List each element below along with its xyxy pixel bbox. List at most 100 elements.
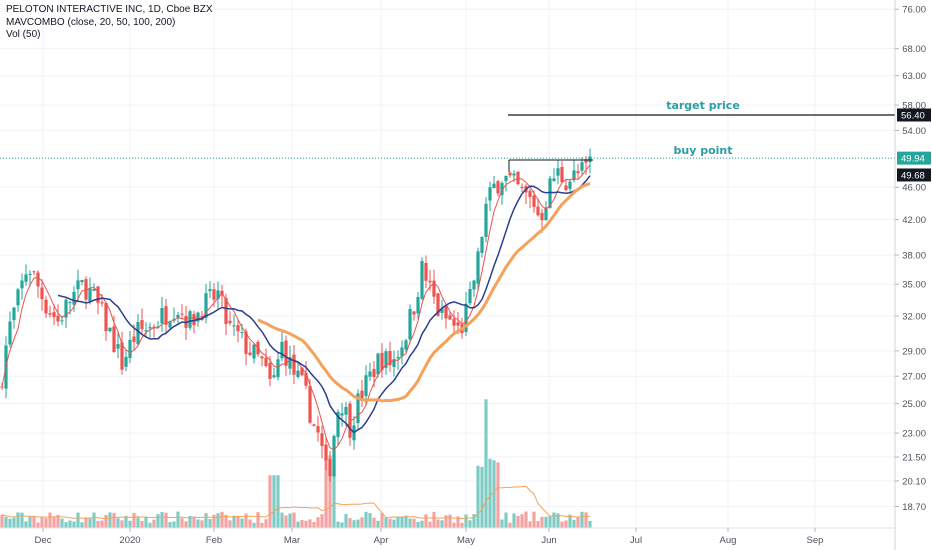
volume-bar	[272, 475, 276, 528]
volume-bar	[144, 516, 148, 528]
legend-volume[interactable]: Vol (50)	[6, 29, 41, 40]
candle-body	[344, 407, 348, 415]
candle-body	[288, 357, 292, 369]
volume-bar	[216, 513, 220, 528]
volume-bar	[12, 517, 16, 528]
legend-indicator[interactable]: MAVCOMBO (close, 20, 50, 100, 200)	[6, 16, 176, 28]
candle-body	[296, 370, 300, 378]
candle-body	[232, 325, 236, 327]
volume-bar	[348, 518, 352, 528]
price-label-box	[897, 151, 931, 165]
candle-body	[236, 325, 240, 332]
volume-bar	[276, 475, 280, 528]
candle-body	[124, 356, 128, 367]
candle-body	[204, 293, 208, 318]
candle-body	[144, 330, 148, 332]
candle-body	[396, 357, 400, 359]
volume-bar	[488, 458, 492, 528]
volume-bar	[68, 520, 72, 528]
volume-bar	[72, 521, 76, 528]
candle-body	[128, 339, 132, 358]
volume-bar	[328, 455, 332, 528]
price-tick-label: 18.70	[902, 502, 926, 513]
candle-body	[72, 291, 76, 305]
volume-bar	[284, 515, 288, 528]
volume-moving-average	[1, 485, 590, 520]
volume-bar	[560, 521, 564, 528]
price-tick-label: 54.00	[902, 126, 926, 137]
volume-bar	[532, 511, 536, 528]
time-tick-label: Mar	[284, 535, 300, 546]
candle-body	[136, 321, 140, 345]
volume-bars	[0, 399, 592, 528]
volume-bar	[88, 518, 92, 528]
price-tick-label: 23.00	[902, 428, 926, 439]
price-tick-label: 42.00	[902, 215, 926, 226]
ma100-line	[257, 182, 591, 403]
candle-body	[180, 313, 184, 315]
candle-body	[100, 302, 104, 304]
price-axis-background	[895, 0, 932, 550]
legend-symbol[interactable]: PELOTON INTERACTIVE INC, 1D, Cboe BZX	[6, 4, 213, 15]
candle-body	[260, 356, 264, 359]
volume-bar	[180, 518, 184, 528]
volume-bar	[432, 511, 436, 528]
volume-bar	[520, 514, 524, 528]
candle-body	[92, 289, 96, 291]
candle-body	[176, 314, 180, 318]
candle-body	[48, 313, 52, 315]
volume-bar	[332, 455, 336, 528]
volume-bar	[548, 515, 552, 528]
volume-bar	[112, 512, 116, 528]
volume-bar	[48, 512, 52, 528]
candle-body	[580, 162, 584, 171]
volume-bar	[140, 520, 144, 528]
volume-bar	[440, 520, 444, 528]
candle-body	[188, 311, 192, 328]
volume-bar	[108, 512, 112, 528]
candle-body	[428, 280, 432, 283]
price-tick-label: 63.00	[902, 71, 926, 82]
volume-bar	[116, 518, 120, 528]
volume-bar	[176, 511, 180, 528]
candle-body	[436, 293, 440, 316]
price-tick-label: 35.00	[902, 280, 926, 291]
price-tick-label: 76.00	[902, 5, 926, 16]
volume-bar	[28, 516, 32, 528]
price-tick-label: 32.00	[902, 311, 926, 322]
candle-body	[216, 290, 220, 299]
candle-body	[520, 186, 524, 188]
volume-bar	[372, 517, 376, 528]
volume-bar	[384, 517, 388, 528]
volume-bar	[228, 520, 232, 528]
price-levels: target price buy point	[0, 99, 895, 172]
volume-bar	[312, 521, 316, 528]
candle-body	[44, 299, 48, 314]
candle-body	[120, 342, 124, 370]
candle-body	[432, 280, 436, 297]
volume-bar	[36, 522, 40, 528]
price-tick-label: 29.00	[902, 346, 926, 357]
volume-bar	[340, 522, 344, 528]
candle-body	[444, 306, 448, 319]
volume-bar	[280, 512, 284, 528]
candle-body	[452, 318, 456, 326]
volume-bar	[32, 516, 36, 528]
candle-body	[104, 302, 108, 332]
candle-body	[532, 195, 536, 207]
volume-bar	[376, 520, 380, 528]
volume-bar	[356, 519, 360, 528]
volume-bar	[84, 517, 88, 528]
price-tick-label: 21.50	[902, 452, 926, 463]
volume-bar	[120, 520, 124, 528]
volume-bar	[124, 515, 128, 528]
candle-body	[480, 236, 484, 253]
volume-bar	[236, 516, 240, 528]
candle-body	[552, 178, 556, 182]
candle-body	[468, 289, 472, 304]
volume-bar	[576, 516, 580, 528]
candle-body	[464, 303, 468, 333]
candle-body	[528, 190, 532, 197]
volume-bar	[556, 513, 560, 528]
